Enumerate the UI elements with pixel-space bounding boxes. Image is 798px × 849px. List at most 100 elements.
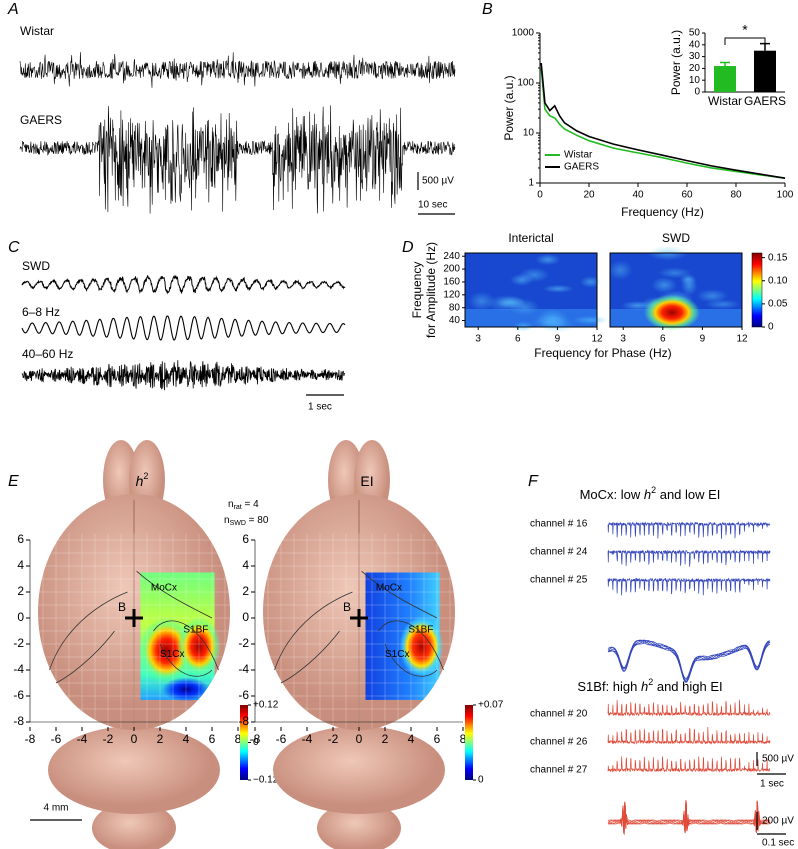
bregma-cross: [350, 609, 368, 627]
panel-title-base: h: [136, 473, 144, 489]
colorbar-tick-label: +0.12: [253, 700, 279, 711]
trace: [607, 521, 771, 540]
heatmap-patch: [579, 276, 602, 288]
y-tick-label: -8: [13, 714, 24, 728]
heatmap-spot: [177, 616, 221, 677]
n-rat-rest: = 4: [242, 499, 259, 510]
title-post: and low EI: [656, 487, 720, 502]
region-outline: [274, 570, 444, 684]
trace-label: Wistar: [20, 24, 54, 38]
bregma-cross: [125, 609, 143, 627]
y-tick-label: 10: [523, 128, 535, 139]
trace-label: SWD: [22, 259, 50, 273]
y-tick-label: 0: [694, 87, 700, 98]
x-tick-label: 9: [700, 334, 706, 345]
y-tick-label: 4: [17, 558, 24, 572]
x-axis-title: Frequency (Hz): [621, 205, 704, 219]
x-axis-title: Frequency for Phase (Hz): [534, 346, 671, 360]
x-tick-label: -8: [25, 732, 36, 746]
region-label: S1Cx: [160, 649, 184, 660]
y-tick-label: 50: [689, 28, 701, 39]
x-tick-label: 0: [537, 190, 543, 201]
panel-label: B: [482, 1, 493, 18]
x-tick-label: 20: [583, 190, 595, 201]
x-tick-label: 4: [408, 732, 415, 746]
title-sup: 2: [651, 485, 656, 495]
channel-label: channel # 20: [530, 709, 588, 720]
x-tick-label: 100: [777, 190, 794, 201]
x-tick-label: -2: [103, 732, 114, 746]
channel-label: channel # 24: [530, 547, 588, 558]
channel-label: channel # 16: [530, 519, 588, 530]
y-tick-label: 80: [449, 302, 461, 313]
heatmap-patch: [510, 273, 534, 286]
y-axis-title: Frequency: [410, 262, 424, 319]
y-tick-label: -2: [13, 636, 24, 650]
colorbar-tick-label: +0.07: [478, 700, 504, 711]
error-bar: [720, 61, 730, 67]
y-tick-label: -8: [238, 714, 249, 728]
y-tick-label: -4: [13, 662, 24, 676]
colorbar-tick-label: 0: [478, 775, 484, 786]
x-tick-label: 6: [434, 732, 441, 746]
scale-label: 1 sec: [760, 779, 784, 790]
x-tick-label: 6: [660, 334, 666, 345]
scale-label: 10 sec: [418, 200, 447, 211]
trace: [607, 699, 771, 717]
cerebellum: [273, 726, 445, 814]
panel-title-base: EI: [360, 473, 373, 489]
scale-label: 1 sec: [308, 402, 332, 413]
x-tick-label: 9: [555, 334, 561, 345]
x-tick-label: -4: [77, 732, 88, 746]
x-tick-label: 3: [475, 334, 481, 345]
x-tick-label: 0: [356, 732, 363, 746]
colorbar-tick-label: 0.15: [768, 252, 788, 263]
x-tick-label: -6: [276, 732, 287, 746]
x-tick-label: 0: [131, 732, 138, 746]
x-tick-label: 8: [460, 732, 467, 746]
y-tick-label: -6: [13, 688, 24, 702]
x-tick-label: 2: [157, 732, 164, 746]
brainstem: [92, 802, 176, 849]
title-h: h: [641, 679, 648, 694]
n-swd-sub: SWD: [230, 520, 246, 527]
heatmap-patch: [572, 315, 609, 325]
trace: [607, 800, 771, 832]
heatmap-title: Interictal: [508, 231, 553, 245]
region-label: S1BF: [408, 624, 433, 635]
heatmap-frame: [609, 252, 743, 328]
brainstem: [317, 802, 401, 849]
scale-label: 4 mm: [44, 803, 69, 814]
n-rat-sub: rat: [234, 504, 242, 511]
x-tick-label: 40: [632, 190, 644, 201]
x-tick-label: 12: [736, 334, 748, 345]
heatmap-patch: [651, 277, 678, 294]
heatmap: [365, 572, 444, 700]
x-tick-label: 60: [681, 190, 693, 201]
x-tick-label: 80: [730, 190, 742, 201]
y-tick-label: 4: [242, 558, 249, 572]
heatmap-patch: [486, 294, 526, 312]
trace: [21, 274, 346, 295]
trace-label: 40–60 Hz: [22, 347, 73, 361]
x-tick-label: 6: [515, 334, 521, 345]
y-axis-title: for Amplitude (Hz): [424, 242, 438, 338]
y-tick-label: 30: [689, 51, 701, 62]
y-tick-label: -6: [238, 688, 249, 702]
heatmap-spot: [399, 616, 444, 677]
significance: *: [742, 22, 748, 38]
heatmap-band: [465, 309, 597, 327]
bar: [714, 66, 736, 92]
panel-label: C: [8, 239, 20, 256]
series-line: [540, 63, 786, 179]
y-tick-label: 160: [443, 277, 460, 288]
y-tick-label: 40: [689, 39, 701, 50]
trace: [21, 315, 346, 341]
panel-label: E: [8, 473, 19, 490]
title-pre: S1Bf: high: [577, 679, 641, 694]
y-tick-label: 2: [242, 584, 249, 598]
colorbar: [751, 252, 763, 328]
bregma-label: B: [118, 600, 126, 614]
scale-label: 500 µV: [762, 754, 794, 765]
series-line: [540, 67, 786, 179]
